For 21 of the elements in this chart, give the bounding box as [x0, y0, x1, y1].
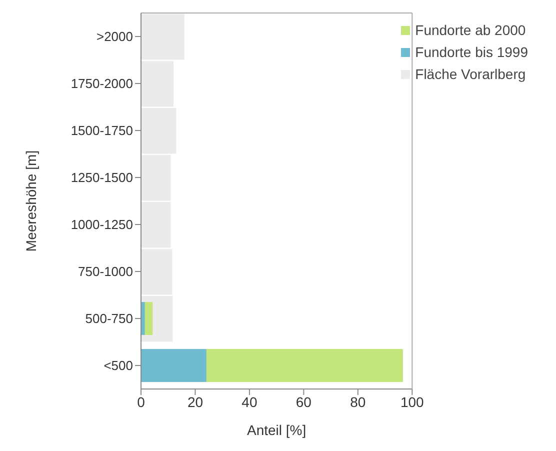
x-tick-label: 60 — [296, 394, 312, 410]
y-tick-label: 1250-1500 — [70, 170, 133, 186]
x-axis-title: Anteil [%] — [247, 422, 306, 438]
bar — [141, 349, 206, 382]
x-tick-label: 100 — [400, 394, 424, 410]
y-tick-label: 500-750 — [85, 311, 133, 326]
y-tick-label: <500 — [104, 358, 133, 374]
y-tick-label: 1500-1750 — [70, 123, 133, 138]
x-tick-label: 40 — [242, 394, 258, 410]
y-tick-label: 1750-2000 — [70, 76, 133, 92]
y-axis-title: Meereshöhe [m] — [22, 150, 39, 252]
bar — [141, 302, 145, 335]
y-tick-label: >2000 — [96, 29, 133, 44]
x-tick-label: 80 — [350, 394, 366, 410]
y-tick-label: 750-1000 — [78, 264, 133, 280]
x-tick-label: 20 — [187, 394, 204, 410]
x-tick-label: 0 — [137, 394, 146, 410]
legend-label: Fundorte ab 2000 — [415, 22, 526, 38]
legend-label: Fundorte bis 1999 — [415, 44, 528, 60]
y-tick-label: 1000-1250 — [70, 217, 133, 232]
legend-label: Fläche Vorarlberg — [415, 66, 526, 82]
